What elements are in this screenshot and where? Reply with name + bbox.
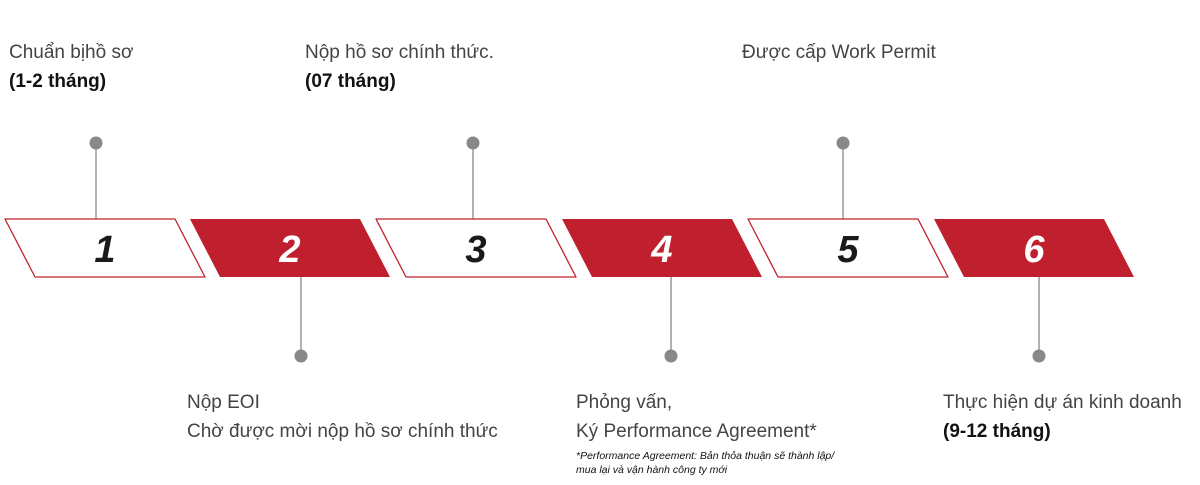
step-4-title: Phỏng vấn,: [576, 392, 673, 413]
step-2-title: Nộp EOI: [187, 392, 260, 413]
step-5-label: Được cấp Work Permit: [742, 38, 936, 67]
step-4-connector-dot: [664, 349, 678, 363]
step-6-number: 6: [1023, 229, 1045, 271]
step-3-title: Nộp hồ sơ chính thức.: [305, 42, 494, 63]
step-4-label: Phỏng vấn, Ký Performance Agreement*: [576, 388, 817, 446]
step-2-subtitle: Chờ được mời nộp hồ sơ chính thức: [187, 421, 498, 442]
step-2-shape: [190, 219, 390, 277]
step-shapes: 1 2 3 4 5 6: [4, 218, 1134, 278]
step-6-connector-dot: [1032, 349, 1046, 363]
step-3-number: 3: [465, 229, 486, 271]
step-5-title: Được cấp Work Permit: [742, 42, 936, 63]
step-4-subtitle: Ký Performance Agreement*: [576, 421, 817, 442]
step-1-shape: [4, 218, 206, 278]
step-3-shape: [375, 218, 577, 278]
step-5-shape: [747, 218, 949, 278]
step-6-duration: (9-12 tháng): [943, 421, 1051, 442]
step-1-number: 1: [94, 229, 115, 271]
step-3-duration: (07 tháng): [305, 71, 396, 92]
step-1-connector-dot: [89, 136, 103, 150]
footnote-line-2: mua lại và vận hành công ty mới: [576, 464, 728, 476]
step-6-title: Thực hiện dự án kinh doanh: [943, 392, 1182, 413]
step-5-number: 5: [837, 229, 859, 271]
step-4-shape: [562, 219, 762, 277]
step-2-connector-dot: [294, 349, 308, 363]
footnote: *Performance Agreement: Bản thỏa thuận s…: [576, 449, 834, 477]
step-6-shape: [934, 219, 1134, 277]
step-1-duration: (1-2 tháng): [9, 71, 107, 92]
step-2-label: Nộp EOI Chờ được mời nộp hồ sơ chính thứ…: [187, 388, 498, 446]
step-3-label: Nộp hồ sơ chính thức. (07 tháng): [305, 38, 494, 96]
step-2-number: 2: [278, 229, 300, 271]
footnote-line-1: *Performance Agreement: Bản thỏa thuận s…: [576, 450, 835, 462]
step-5-connector-dot: [836, 136, 850, 150]
connectors: [89, 136, 1046, 363]
step-6-label: Thực hiện dự án kinh doanh (9-12 tháng): [943, 388, 1182, 446]
step-1-title: Chuẩn bịhồ sơ: [9, 42, 134, 63]
step-1-label: Chuẩn bịhồ sơ (1-2 tháng): [9, 38, 133, 96]
step-4-number: 4: [650, 229, 672, 271]
step-3-connector-dot: [466, 136, 480, 150]
